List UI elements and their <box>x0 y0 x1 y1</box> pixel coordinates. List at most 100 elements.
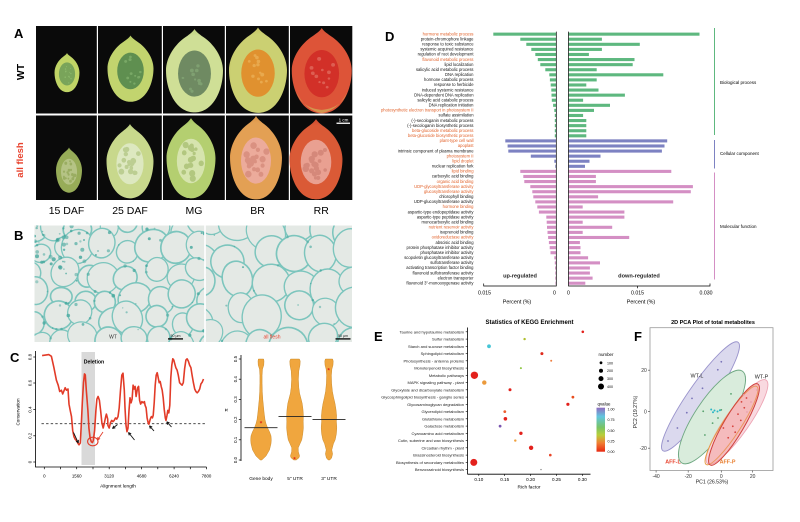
svg-text:Photosynthesis - antenna prote: Photosynthesis - antenna proteins <box>404 358 464 363</box>
svg-text:number: number <box>599 352 614 357</box>
svg-text:4680: 4680 <box>137 474 147 479</box>
svg-text:0.2: 0.2 <box>28 432 33 439</box>
svg-text:0.50: 0.50 <box>608 429 615 433</box>
svg-text:Gene body: Gene body <box>249 476 273 482</box>
svg-text:50 µm: 50 µm <box>170 334 180 338</box>
svg-text:0.1: 0.1 <box>233 436 238 443</box>
svg-text:Monoterpenoid biosynthesis: Monoterpenoid biosynthesis <box>414 366 464 371</box>
svg-text:5" UTR: 5" UTR <box>287 476 303 482</box>
svg-text:0: 0 <box>567 291 570 297</box>
svg-text:Molecular function: Molecular function <box>720 224 757 229</box>
svg-text:AFF-P: AFF-P <box>720 460 736 466</box>
svg-text:Rich factor: Rich factor <box>518 485 541 491</box>
svg-text:A: A <box>14 26 24 41</box>
svg-text:Sphingolipid metabolism: Sphingolipid metabolism <box>421 351 465 356</box>
svg-text:all flesh: all flesh <box>264 335 281 341</box>
svg-text:PC2 (19.27%): PC2 (19.27%) <box>633 395 639 428</box>
svg-text:Biosynthesis of secondary meta: Biosynthesis of secondary metabolites <box>396 460 464 465</box>
svg-text:0.2: 0.2 <box>233 416 238 423</box>
svg-text:D: D <box>385 29 394 44</box>
svg-text:20: 20 <box>750 474 756 480</box>
svg-text:100: 100 <box>607 361 613 365</box>
svg-text:0.015: 0.015 <box>478 291 491 297</box>
svg-text:Galactose metabolism: Galactose metabolism <box>424 424 464 429</box>
svg-text:0.4: 0.4 <box>28 406 33 413</box>
svg-text:B: B <box>14 228 23 243</box>
svg-text:Glycosaminoglycan degradation: Glycosaminoglycan degradation <box>407 402 464 407</box>
svg-text:up-regulated: up-regulated <box>503 274 537 280</box>
svg-text:Benzoxazinoid biosynthesis: Benzoxazinoid biosynthesis <box>415 467 464 472</box>
svg-text:20: 20 <box>641 368 647 374</box>
svg-text:300: 300 <box>607 377 613 381</box>
svg-text:200: 200 <box>607 369 613 373</box>
svg-text:Percent (%): Percent (%) <box>503 300 532 306</box>
svg-text:Brassinosteroid biosynthesis: Brassinosteroid biosynthesis <box>413 453 464 458</box>
svg-text:Alignment length: Alignment length <box>100 484 136 490</box>
svg-text:0.25: 0.25 <box>608 439 615 443</box>
svg-text:0: 0 <box>644 409 647 415</box>
svg-text:0: 0 <box>553 291 556 297</box>
svg-text:F: F <box>634 329 642 344</box>
svg-text:25 DAF: 25 DAF <box>112 205 148 217</box>
svg-text:2D PCA Plot of total metabolit: 2D PCA Plot of total metabolites <box>671 320 755 326</box>
svg-text:WT-L: WT-L <box>691 374 704 380</box>
svg-text:6240: 6240 <box>169 474 179 479</box>
svg-text:WT-P: WT-P <box>755 375 769 381</box>
svg-text:0.25: 0.25 <box>552 477 561 482</box>
svg-text:-20: -20 <box>685 474 692 480</box>
svg-text:0.75: 0.75 <box>608 418 615 422</box>
svg-text:0.30: 0.30 <box>578 477 587 482</box>
svg-text:BR: BR <box>250 205 265 217</box>
svg-text:C: C <box>10 350 20 365</box>
svg-text:qvalue: qvalue <box>598 402 611 407</box>
svg-text:15 DAF: 15 DAF <box>49 205 85 217</box>
svg-text:WT: WT <box>109 335 117 341</box>
svg-text:3" UTR: 3" UTR <box>321 476 337 482</box>
svg-text:-40: -40 <box>652 474 659 480</box>
svg-text:0.6: 0.6 <box>28 379 33 386</box>
svg-text:7800: 7800 <box>202 474 212 479</box>
svg-text:Glyoxylate and dicarboxylate m: Glyoxylate and dicarboxylate metabolism <box>391 387 464 392</box>
svg-text:Cyanoamino acid metabolism: Cyanoamino acid metabolism <box>412 431 465 436</box>
svg-text:0.3: 0.3 <box>233 396 238 403</box>
svg-text:all flesh: all flesh <box>15 142 26 178</box>
svg-text:MAPK signaling pathway - plant: MAPK signaling pathway - plant <box>408 380 465 385</box>
svg-text:0.4: 0.4 <box>233 376 238 383</box>
svg-text:Taurine and hypotaurine metabo: Taurine and hypotaurine metabolism <box>400 329 465 334</box>
svg-text:WT: WT <box>15 63 27 80</box>
svg-text:Percent (%): Percent (%) <box>627 300 656 306</box>
svg-text:Glycerolipid metabolism: Glycerolipid metabolism <box>422 409 465 414</box>
svg-text:1560: 1560 <box>72 474 82 479</box>
svg-text:AFF-L: AFF-L <box>665 460 681 466</box>
svg-text:0.015: 0.015 <box>631 291 644 297</box>
svg-text:MG: MG <box>186 205 203 217</box>
svg-text:E: E <box>374 329 383 344</box>
svg-text:Cellular component: Cellular component <box>720 151 760 156</box>
svg-text:Cutin, suberine and wax biosyn: Cutin, suberine and wax biosynthesis <box>398 438 464 443</box>
svg-text:Glutathione metabolism: Glutathione metabolism <box>422 416 465 421</box>
svg-text:400: 400 <box>607 385 613 389</box>
svg-text:0.5: 0.5 <box>233 355 238 362</box>
svg-text:Conservation: Conservation <box>16 398 21 426</box>
svg-text:Glycosphingolipid biosynthesis: Glycosphingolipid biosynthesis - ganglio… <box>381 395 464 400</box>
svg-text:0.8: 0.8 <box>28 353 33 360</box>
svg-text:Biological process: Biological process <box>720 80 757 85</box>
svg-text:Starch and sucrose metabolism: Starch and sucrose metabolism <box>408 344 465 349</box>
svg-text:Statistics of KEGG Enrichment: Statistics of KEGG Enrichment <box>485 320 573 326</box>
svg-text:RR: RR <box>314 205 330 217</box>
svg-text:Metabolic pathways: Metabolic pathways <box>429 373 464 378</box>
svg-text:Sulfur metabolism: Sulfur metabolism <box>432 337 465 342</box>
svg-text:0.030: 0.030 <box>700 291 713 297</box>
svg-text:π: π <box>224 408 230 412</box>
svg-text:-20: -20 <box>640 446 647 452</box>
svg-text:1.00: 1.00 <box>608 408 615 412</box>
svg-text:3120: 3120 <box>104 474 114 479</box>
svg-text:Deletion: Deletion <box>84 360 104 366</box>
svg-text:flavonoid 3"-monooxygenase act: flavonoid 3"-monooxygenase activity <box>406 280 474 285</box>
svg-text:50 µm: 50 µm <box>338 334 348 338</box>
svg-text:0.15: 0.15 <box>500 477 509 482</box>
svg-text:Circadian rhythm - plant: Circadian rhythm - plant <box>422 445 465 450</box>
svg-text:0.20: 0.20 <box>526 477 535 482</box>
svg-text:0.0: 0.0 <box>233 456 238 463</box>
svg-text:down-regulated: down-regulated <box>618 274 660 280</box>
